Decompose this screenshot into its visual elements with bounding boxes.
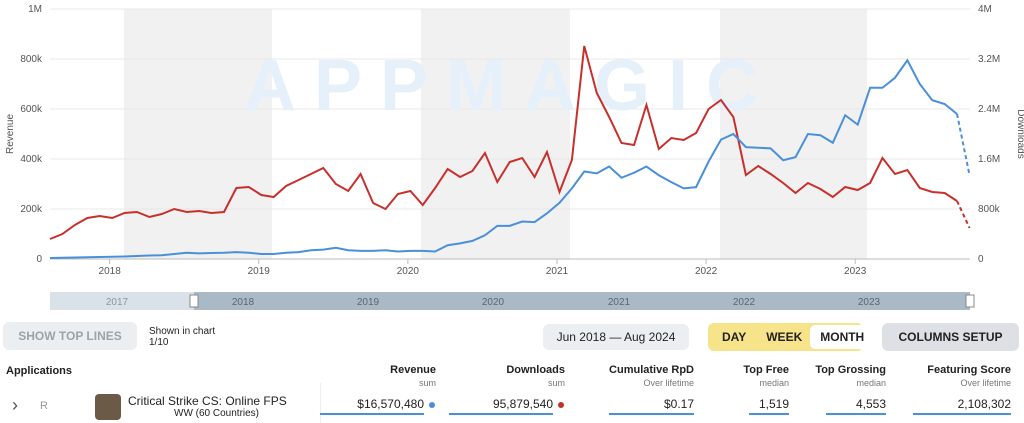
navigator-label: 2017 (106, 297, 129, 308)
column-header[interactable]: Top Grossing (815, 364, 886, 376)
cell-value: $16,570,480 (320, 397, 424, 415)
line-series (49, 45, 958, 240)
column-subtitle: Over lifetime (643, 378, 694, 388)
navigator-label: 2023 (858, 297, 881, 308)
y-tick-label: 800k (20, 54, 43, 65)
column-subtitle: sum (418, 378, 436, 388)
x-tick-label: 2020 (397, 266, 420, 277)
series-dot (558, 402, 564, 408)
y2-tick-label: 0 (978, 254, 984, 265)
y-tick-label: 0 (36, 254, 42, 265)
navigator-handle[interactable] (189, 294, 199, 308)
x-tick-label: 2019 (248, 266, 271, 277)
label: Shown in chart (149, 326, 216, 337)
navigator-label: 2022 (733, 297, 756, 308)
y2-axis-title: Downloads (1015, 109, 1024, 158)
column-subtitle: median (856, 378, 886, 388)
year-band (421, 9, 570, 259)
y-tick-label: 1M (28, 4, 42, 15)
cell-value: 2,108,302 (913, 397, 1011, 415)
cell-value: $0.17 (609, 397, 694, 415)
x-tick-label: 2018 (99, 266, 122, 277)
column-header[interactable]: Top Free (743, 364, 789, 376)
period-option-selected[interactable]: MONTH (810, 325, 875, 349)
columns-setup-button[interactable]: COLUMNS SETUP (882, 323, 1019, 351)
y-tick-label: 400k (20, 154, 43, 165)
y2-tick-label: 4M (978, 4, 992, 15)
navigator-label: 2020 (482, 297, 505, 308)
applications-header: Applications (6, 365, 73, 377)
date-range-picker[interactable]: Jun 2018 — Aug 2024 (543, 324, 689, 350)
shown-in-chart: Shown in chart 1/10 (149, 326, 215, 348)
chart: APPMAGIC Revenue Downloads 0 200k 400k 600k… (5, 4, 1024, 310)
y-axis-title: Revenue (5, 114, 16, 154)
navigator-label: 2019 (357, 297, 380, 308)
line-series-projection (956, 113, 971, 176)
x-tick-label: 2022 (695, 266, 718, 277)
app-cell: › R Critical Strike CS: Online FPS WW (6… (0, 383, 321, 423)
column-header[interactable]: Featuring Score (927, 364, 1011, 376)
watermark: APPMAGIC (244, 46, 776, 126)
line-series-projection (956, 200, 971, 229)
navigator-handle[interactable] (965, 294, 975, 308)
x-tick-label: 2021 (546, 266, 569, 277)
x-tick-label: 2023 (844, 266, 867, 277)
period-switch: DAY WEEK MONTH (708, 323, 875, 351)
column-header[interactable]: Cumulative RpD (609, 364, 694, 376)
y2-tick-label: 800k (978, 204, 1001, 215)
column-header[interactable]: Downloads (506, 364, 565, 376)
column-subtitle: Over lifetime (960, 378, 1011, 388)
app-name[interactable]: Critical Strike CS: Online FPS (128, 394, 287, 408)
show-top-lines-button[interactable]: SHOW TOP LINES (3, 322, 137, 350)
series-dot (429, 402, 435, 408)
value: 1/10 (149, 337, 169, 348)
expand-icon[interactable]: › (12, 395, 18, 415)
navigator-label: 2018 (232, 297, 255, 308)
button-label: COLUMNS SETUP (898, 330, 1003, 344)
navigator-label: 2021 (608, 297, 631, 308)
cell-value: 1,519 (749, 397, 789, 415)
app-region: WW (60 Countries) (174, 408, 260, 419)
button-label: SHOW TOP LINES (18, 329, 122, 343)
year-band (720, 9, 867, 259)
period-option[interactable]: DAY (722, 330, 747, 344)
y2-tick-label: 1.6M (978, 154, 1000, 165)
cell-value: 4,553 (826, 397, 886, 415)
badge: R (40, 400, 48, 412)
y-tick-label: 600k (20, 104, 43, 115)
column-header[interactable]: Revenue (390, 364, 436, 376)
y2-tick-label: 2.4M (978, 104, 1000, 115)
cell-value: 95,879,540 (449, 397, 553, 415)
line-series (49, 58, 958, 259)
app-icon (95, 394, 121, 420)
column-subtitle: median (759, 378, 789, 388)
y2-tick-label: 3.2M (978, 54, 1000, 65)
period-option[interactable]: WEEK (766, 330, 803, 344)
date-range: Jun 2018 — Aug 2024 (556, 330, 676, 344)
column-subtitle: sum (547, 378, 565, 388)
navigator[interactable] (50, 292, 970, 310)
navigator-unselected (50, 292, 194, 310)
y-tick-label: 200k (20, 204, 43, 215)
